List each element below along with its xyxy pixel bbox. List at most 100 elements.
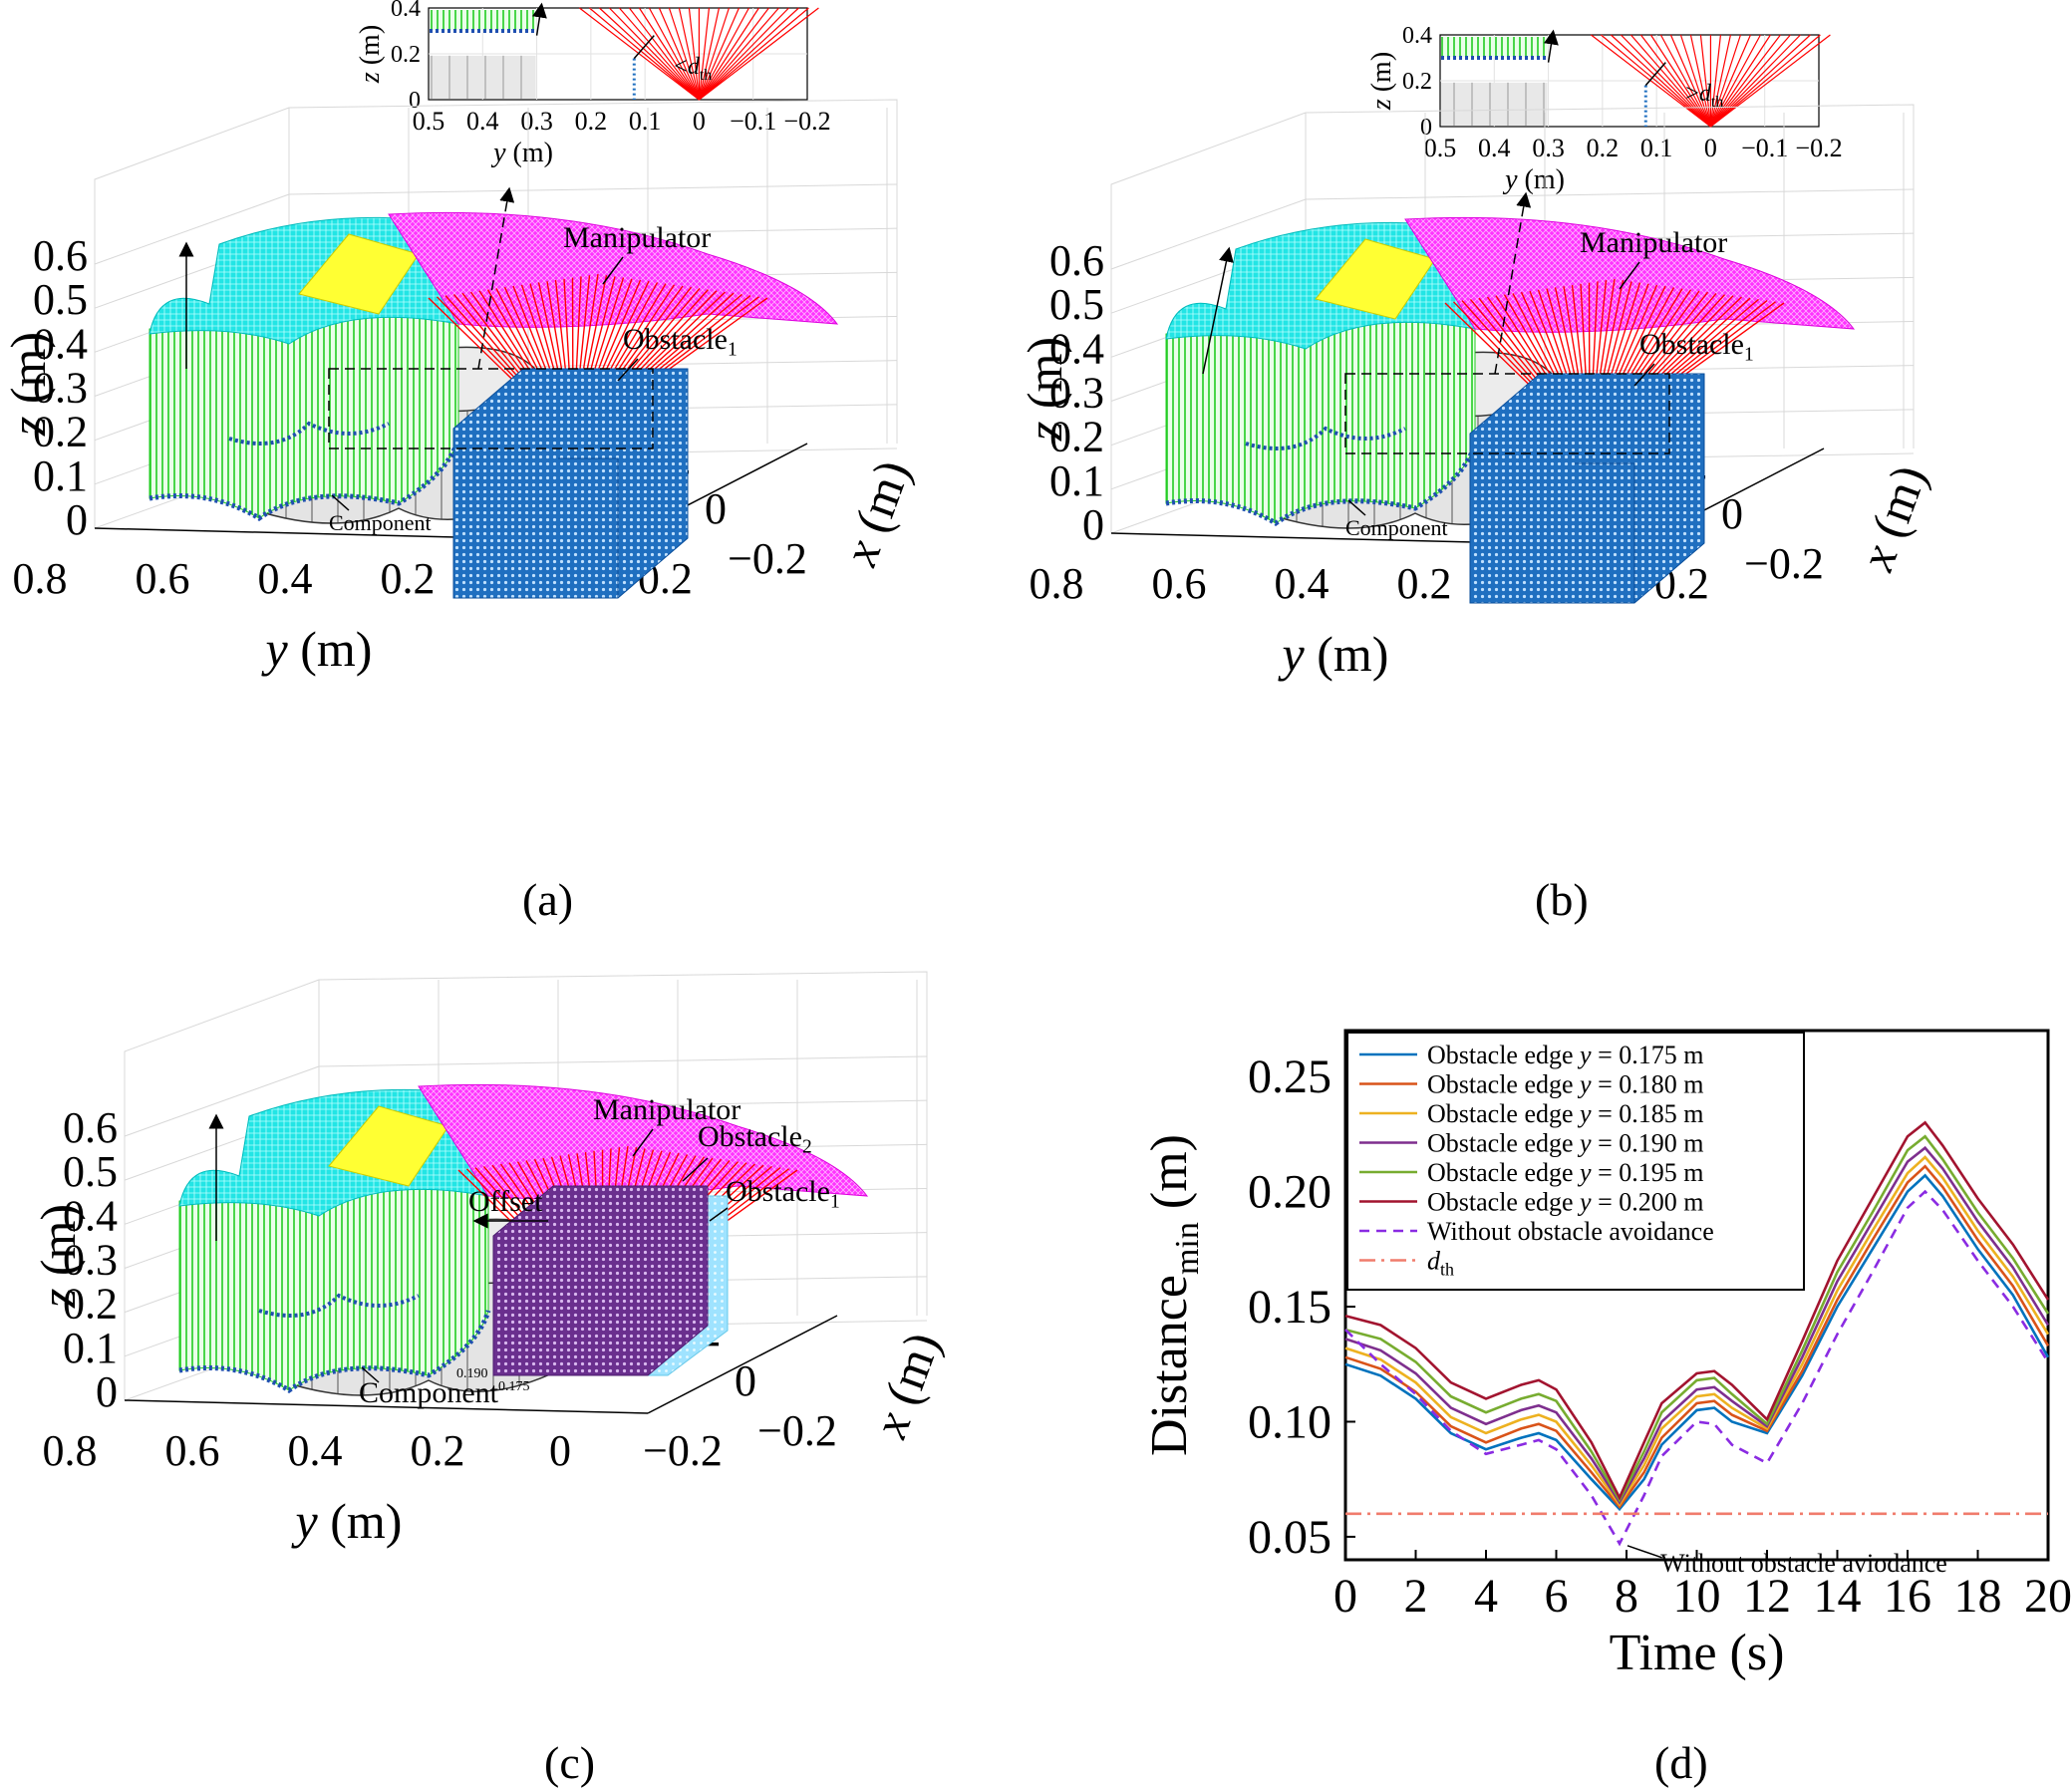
- legend-label-4: Obstacle edge y = 0.195 m: [1427, 1158, 1703, 1187]
- panel-c: 00.10.20.30.40.50.60.8 0.6 0.4 0.2 0 −0.2 −0.2…: [30, 971, 951, 1549]
- obstacle1-step: [1575, 462, 1635, 603]
- z-tick-label: 0.6: [1049, 236, 1104, 285]
- inset-fan-line: [648, 7, 700, 101]
- obstacle1-step: [558, 457, 619, 598]
- inset-fan-line: [1639, 34, 1711, 128]
- inset-x-title-var: y: [490, 138, 506, 168]
- inset-annotation: <dth: [674, 54, 712, 84]
- z-axis-title-unit: (m): [0, 332, 56, 417]
- inset-y-tick: 0: [1420, 115, 1432, 141]
- y-tick-label: 0.6: [165, 1426, 220, 1475]
- series-line-0: [1344, 1173, 2050, 1512]
- zoom-arrow: [1494, 191, 1532, 375]
- inset-annotation-sub: th: [700, 67, 712, 84]
- y-axis-title-sub: min: [1169, 1222, 1206, 1275]
- grid-line: [1305, 188, 1915, 200]
- inset-fan-line: [658, 7, 700, 101]
- inset-y-title: z (m): [1366, 52, 1397, 111]
- x-tick-label: 6: [1545, 1570, 1569, 1623]
- leader-component: [331, 494, 350, 511]
- inset-fan-line: [688, 7, 701, 101]
- leader-obstacle2: [682, 1157, 709, 1182]
- inset-fan-line: [1709, 34, 1722, 128]
- y-axis-title: y (m): [291, 1493, 403, 1549]
- z-axis-title: z (m): [0, 332, 56, 437]
- inset-fan-line: [608, 7, 700, 101]
- zoom-arrow: [477, 186, 515, 370]
- z-axis-title-unit: (m): [30, 1204, 86, 1289]
- obstacle2-block: [492, 1185, 709, 1376]
- inset-fan-line: [1709, 34, 1801, 128]
- legend-label-pre: Obstacle edge: [1427, 1041, 1580, 1069]
- inset-fan-line: [1709, 34, 1741, 128]
- label-manipulator: Manipulator: [563, 221, 711, 254]
- inset-fan-line: [1679, 34, 1711, 128]
- z-axis-title: z (m): [1017, 337, 1072, 442]
- leader-component: [361, 1366, 380, 1383]
- inset-fan-line: [1629, 34, 1711, 128]
- inset-x-tick: 0: [1704, 134, 1717, 162]
- inset-x-title-unit: (m): [1518, 164, 1565, 195]
- z-tick-label: 0.5: [33, 275, 88, 324]
- panel-label-c: (c): [544, 1737, 596, 1788]
- legend-label-var: y: [1577, 1041, 1592, 1069]
- series-line-5: [1344, 1120, 2050, 1501]
- legend-label-var: y: [1577, 1070, 1592, 1099]
- inset-component: [1441, 82, 1548, 126]
- legend-label-post: = 0.195 m: [1592, 1158, 1704, 1187]
- inset-x-tick: 0: [693, 107, 706, 136]
- inset-fan-line: [579, 7, 700, 101]
- inset-fan-line: [1710, 34, 1831, 128]
- x-tick-label: −0.2: [757, 1406, 837, 1455]
- grid-line: [318, 1055, 928, 1067]
- x-axis-line: [647, 1315, 838, 1414]
- panel-label-d: (d): [1654, 1737, 1708, 1788]
- x-tick-label: 20: [2024, 1570, 2072, 1623]
- inset-y-title-var: z: [355, 72, 386, 84]
- legend-label-var: y: [1577, 1158, 1592, 1187]
- inset-fan-line: [699, 7, 799, 101]
- y-axis-title-var: y: [261, 621, 289, 677]
- inset-fan-line: [618, 7, 700, 101]
- y-tick-label: 0: [549, 1426, 571, 1475]
- y-tick-label: 0.6: [136, 554, 190, 603]
- label-obstacle2-sub: 2: [802, 1137, 812, 1158]
- y-tick-label: 0.8: [43, 1426, 98, 1475]
- axes-3d: [124, 1315, 838, 1414]
- inset-arrow: [532, 2, 547, 36]
- x-tick-label: 18: [1954, 1570, 2002, 1623]
- inset-fan-line: [1601, 34, 1711, 128]
- x-tick-label: 0: [1721, 489, 1743, 538]
- inset-x-tick: 0.2: [575, 107, 608, 136]
- y-tick-label: 0.2: [411, 1426, 465, 1475]
- inset-green: [430, 10, 536, 31]
- inset-fan: [1591, 34, 1831, 128]
- inset-annotation-prefix: <: [674, 54, 688, 80]
- label-obstacle1: Obstacle1: [1639, 328, 1754, 366]
- x-axis-title-unit: (m): [869, 1325, 951, 1423]
- x-axis-title-unit: (m): [839, 452, 921, 551]
- inset-edge-leader: [1644, 62, 1666, 87]
- tool-path-inner: [258, 1293, 420, 1318]
- inset-fan-line: [698, 7, 740, 101]
- inset-component: [430, 55, 536, 99]
- inset-x-tick: 0.4: [466, 107, 499, 136]
- label-obstacle1: Obstacle1: [623, 323, 738, 361]
- x-axis-title: Time (s): [1610, 1625, 1785, 1681]
- series-line-4: [1344, 1134, 2050, 1503]
- inset-fan-line: [698, 7, 769, 101]
- legend-label-pre: Obstacle edge: [1427, 1099, 1580, 1128]
- zoom-box: [1344, 373, 1670, 454]
- inset-annotation-sub: th: [1711, 94, 1723, 111]
- legend-box: [1346, 1032, 1805, 1291]
- z-tick-label: 0: [96, 1367, 118, 1416]
- inset-fan-line: [1611, 34, 1711, 128]
- x-tick-label: 0: [1333, 1570, 1357, 1623]
- z-tick-label: 0.5: [63, 1147, 118, 1196]
- label-offset: Offset: [468, 1185, 543, 1218]
- y-tick-label: 0.15: [1248, 1281, 1332, 1334]
- legend-label-sub: th: [1440, 1260, 1454, 1280]
- x-axis-title: x (m): [1848, 457, 1937, 578]
- inset-y-title-unit: (m): [355, 25, 386, 72]
